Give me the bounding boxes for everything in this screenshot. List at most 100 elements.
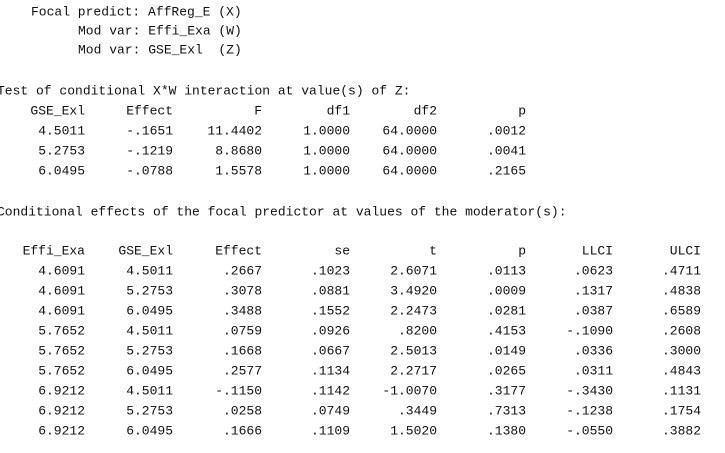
table-cell: 4.5011 xyxy=(126,323,173,338)
table-cell: 4.6091 xyxy=(38,263,85,278)
table-cell: .1109 xyxy=(311,423,350,438)
table-cell: 1.5020 xyxy=(390,423,437,438)
table-cell: .3488 xyxy=(223,303,262,318)
table-cell: .4711 xyxy=(662,263,701,278)
column-header: LLCI xyxy=(582,243,613,258)
table-cell: .0667 xyxy=(311,343,350,358)
table-cell: .6589 xyxy=(662,303,701,318)
table-cell: .1380 xyxy=(487,423,526,438)
table-cell: .1134 xyxy=(311,363,350,378)
column-header: Effect xyxy=(215,243,262,258)
table-cell: .4153 xyxy=(487,323,526,338)
table-cell: 1.5578 xyxy=(215,163,262,178)
column-header: Effi_Exa xyxy=(23,243,86,258)
table-cell: 6.0495 xyxy=(126,363,173,378)
table-cell: 1.0000 xyxy=(303,143,350,158)
table-cell: 5.2753 xyxy=(38,143,85,158)
table-cell: .1131 xyxy=(662,383,701,398)
table-cell: .0759 xyxy=(223,323,262,338)
table-cell: .1668 xyxy=(223,343,262,358)
table-cell: .0113 xyxy=(487,263,526,278)
table-cell: 6.0495 xyxy=(126,303,173,318)
table-cell: 4.6091 xyxy=(38,303,85,318)
table-cell: .3449 xyxy=(398,403,437,418)
table-cell: 4.6091 xyxy=(38,283,85,298)
column-header: se xyxy=(334,243,350,258)
table-cell: 2.6071 xyxy=(390,263,437,278)
table-cell: .7313 xyxy=(487,403,526,418)
table-cell: -.1651 xyxy=(126,123,173,138)
table-cell: 5.2753 xyxy=(126,403,173,418)
table-cell: -.3430 xyxy=(566,383,613,398)
table-cell: .0336 xyxy=(574,343,613,358)
section-title: Conditional effects of the focal predict… xyxy=(0,204,567,219)
table-cell: 6.9212 xyxy=(38,383,85,398)
table-cell: .2165 xyxy=(487,163,526,178)
column-header: df1 xyxy=(327,103,351,118)
table-cell: .0881 xyxy=(311,283,350,298)
table-cell: .0041 xyxy=(487,143,526,158)
table-cell: .0926 xyxy=(311,323,350,338)
table-cell: -.0550 xyxy=(566,423,613,438)
table-cell: 6.9212 xyxy=(38,423,85,438)
header-line: Mod var: GSE_Exl (Z) xyxy=(78,42,242,57)
table-cell: .2577 xyxy=(223,363,262,378)
table-cell: .1666 xyxy=(223,423,262,438)
column-header: ULCI xyxy=(670,243,701,258)
table-cell: .3078 xyxy=(223,283,262,298)
table-cell: 5.2753 xyxy=(126,343,173,358)
column-header: p xyxy=(518,103,526,118)
table-cell: .0149 xyxy=(487,343,526,358)
table-cell: .1552 xyxy=(311,303,350,318)
table-cell: .3000 xyxy=(662,343,701,358)
table-cell: -.1150 xyxy=(215,383,262,398)
header-line: Focal predict: AffReg_E (X) xyxy=(31,4,242,19)
table-cell: 5.2753 xyxy=(126,283,173,298)
table-cell: .0281 xyxy=(487,303,526,318)
table-cell: .0009 xyxy=(487,283,526,298)
table-cell: -.1090 xyxy=(566,323,613,338)
table-cell: 2.2473 xyxy=(390,303,437,318)
column-header: df2 xyxy=(414,103,437,118)
table-cell: 6.0495 xyxy=(126,423,173,438)
column-header: t xyxy=(429,243,437,258)
table-cell: .0623 xyxy=(574,263,613,278)
table-cell: 5.7652 xyxy=(38,363,85,378)
table-cell: 6.9212 xyxy=(38,403,85,418)
table-cell: -.0788 xyxy=(126,163,173,178)
column-header: Effect xyxy=(126,103,173,118)
table-cell: 4.5011 xyxy=(126,263,173,278)
table-cell: .0749 xyxy=(311,403,350,418)
table-cell: .4843 xyxy=(662,363,701,378)
table-cell: 3.4920 xyxy=(390,283,437,298)
table-cell: 5.7652 xyxy=(38,323,85,338)
header-line: Mod var: Effi_Exa (W) xyxy=(78,23,242,38)
table-cell: 4.5011 xyxy=(126,383,173,398)
table-cell: .1142 xyxy=(311,383,350,398)
table-cell: .0387 xyxy=(574,303,613,318)
table-cell: 64.0000 xyxy=(382,123,437,138)
table-cell: 5.7652 xyxy=(38,343,85,358)
column-header: p xyxy=(518,243,526,258)
table-cell: 4.5011 xyxy=(38,123,85,138)
table-cell: .4838 xyxy=(662,283,701,298)
table-cell: 6.0495 xyxy=(38,163,85,178)
table-cell: 1.0000 xyxy=(303,163,350,178)
table-cell: 8.8680 xyxy=(215,143,262,158)
table-cell: .2667 xyxy=(223,263,262,278)
table-cell: .0258 xyxy=(223,403,262,418)
table-cell: .3177 xyxy=(487,383,526,398)
column-header: F xyxy=(254,103,262,118)
table-cell: .0265 xyxy=(487,363,526,378)
table-cell: .0012 xyxy=(487,123,526,138)
table-cell: 64.0000 xyxy=(382,143,437,158)
table-cell: .1317 xyxy=(574,283,613,298)
table-cell: .2608 xyxy=(662,323,701,338)
table-cell: -.1219 xyxy=(126,143,173,158)
table-cell: 2.5013 xyxy=(390,343,437,358)
table-cell: -.1238 xyxy=(566,403,613,418)
column-header: GSE_Exl xyxy=(30,103,85,118)
table-cell: 11.4402 xyxy=(207,123,262,138)
